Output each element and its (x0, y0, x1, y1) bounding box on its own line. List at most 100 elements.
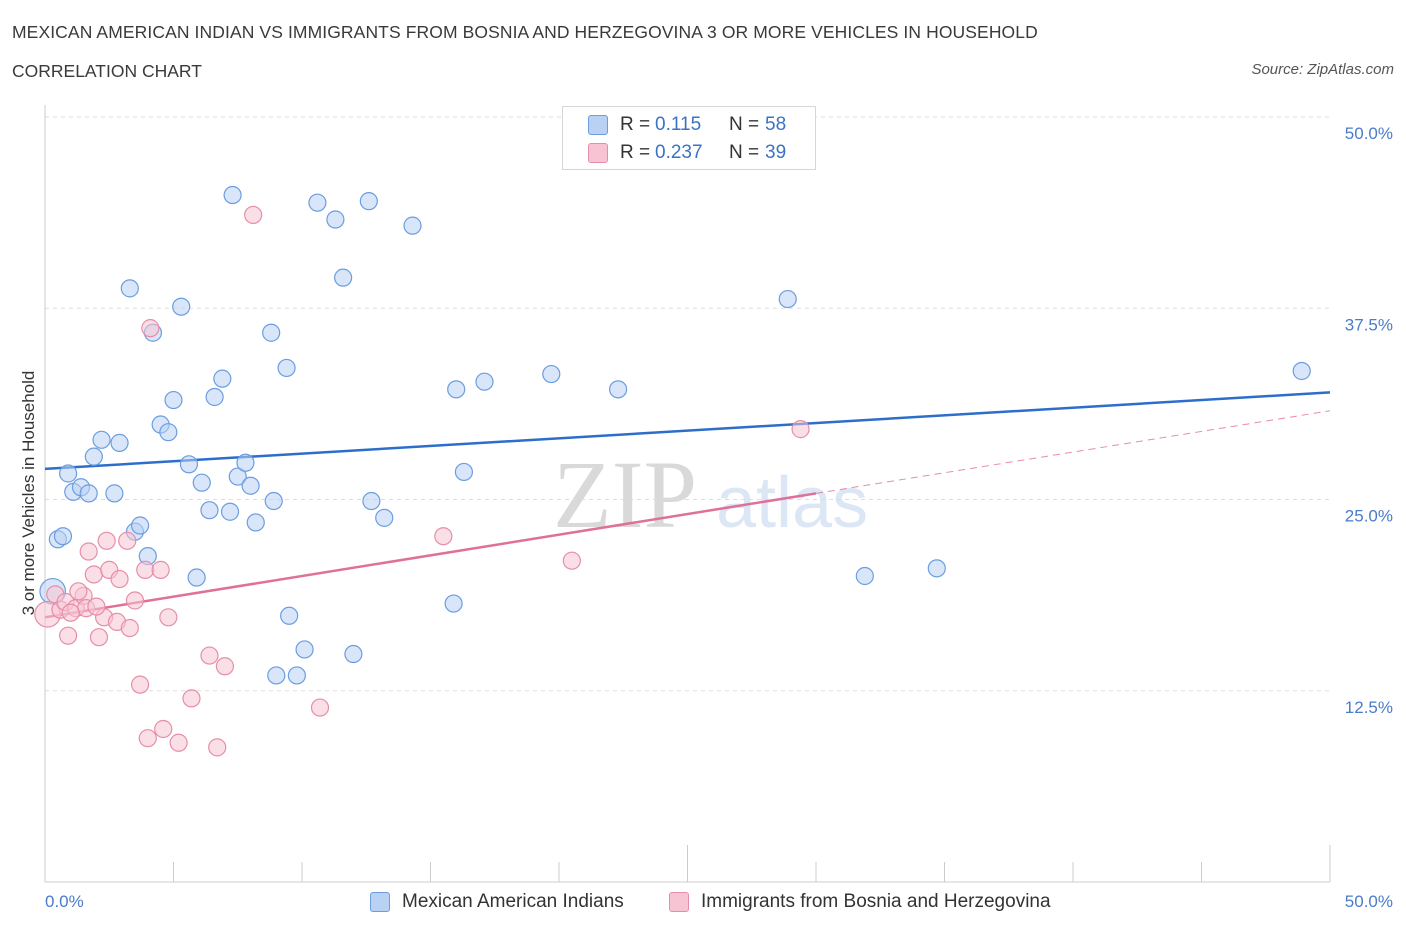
watermark-atlas: atlas (716, 463, 868, 543)
data-point-bosnia-herzegovina (130, 675, 150, 694)
data-point-mexican-american-indians (187, 568, 206, 587)
data-point-mexican-american-indians (159, 423, 178, 442)
data-point-bosnia-herzegovina (138, 729, 157, 748)
data-point-mexican-american-indians (287, 666, 306, 685)
data-point-bosnia-herzegovina (59, 626, 78, 645)
data-point-bosnia-herzegovina (79, 542, 98, 561)
r-label: R = (620, 142, 651, 163)
source-credit: Source: ZipAtlas.com (1251, 61, 1394, 78)
data-point-bosnia-herzegovina (169, 733, 188, 752)
data-point-mexican-american-indians (236, 453, 255, 472)
data-point-mexican-american-indians (164, 390, 183, 410)
trend-line-pink-projection (815, 410, 1331, 494)
data-point-mexican-american-indians (1292, 361, 1311, 381)
data-point-bosnia-herzegovina (154, 719, 173, 739)
data-point-bosnia-herzegovina (61, 603, 80, 622)
data-point-bosnia-herzegovina (87, 597, 106, 616)
data-point-bosnia-herzegovina (151, 560, 170, 579)
data-point-bosnia-herzegovina (118, 531, 137, 550)
data-point-mexican-american-indians (308, 193, 327, 212)
n-label: N = (729, 114, 760, 135)
legend-row-pink: R = 0.237 N = 39 (563, 139, 813, 167)
data-point-mexican-american-indians (105, 484, 124, 503)
data-point-mexican-american-indians (927, 559, 946, 578)
axes (44, 105, 1331, 883)
data-point-mexican-american-indians (475, 372, 494, 391)
legend-swatch-blue (370, 892, 390, 912)
data-point-bosnia-herzegovina (215, 657, 234, 676)
data-point-mexican-american-indians (179, 455, 199, 474)
trend-line-pink (44, 492, 817, 619)
data-point-bosnia-herzegovina (84, 565, 103, 584)
data-point-mexican-american-indians (59, 464, 78, 483)
chart-subtitle: CORRELATION CHART (12, 61, 202, 81)
tick-labels: 0.0% 50.0% 12.5% 25.0% 37.5% 50.0% (45, 124, 1393, 911)
watermark-zip: ZIP (553, 441, 697, 548)
data-point-mexican-american-indians (246, 513, 265, 532)
legend-label: Mexican American Indians (402, 891, 624, 912)
data-point-mexican-american-indians (220, 502, 240, 521)
x-tick-label-min: 0.0% (45, 892, 84, 911)
chart-title: MEXICAN AMERICAN INDIAN VS IMMIGRANTS FR… (12, 22, 1038, 42)
data-point-mexican-american-indians (172, 297, 191, 316)
r-value: 0.115 (655, 114, 702, 135)
data-point-bosnia-herzegovina (69, 582, 88, 601)
data-point-mexican-american-indians (454, 462, 474, 482)
data-point-bosnia-herzegovina (159, 608, 178, 627)
data-point-bosnia-herzegovina (120, 618, 139, 638)
data-point-bosnia-herzegovina (89, 628, 109, 647)
data-point-bosnia-herzegovina (97, 531, 116, 550)
data-point-bosnia-herzegovina (434, 527, 453, 546)
data-point-bosnia-herzegovina (136, 560, 155, 579)
data-point-mexican-american-indians (92, 430, 111, 449)
data-point-bosnia-herzegovina (562, 551, 581, 570)
data-point-mexican-american-indians (447, 380, 466, 399)
r-label: R = (620, 114, 651, 135)
data-point-mexican-american-indians (609, 380, 628, 399)
data-point-bosnia-herzegovina (208, 738, 227, 757)
correlation-legend: R = 0.115 N = 58 R = 0.237 N = 39 (562, 106, 816, 170)
data-point-bosnia-herzegovina (182, 689, 201, 708)
data-point-mexican-american-indians (855, 566, 874, 586)
data-point-mexican-american-indians (542, 364, 561, 384)
data-point-mexican-american-indians (267, 666, 286, 685)
data-point-mexican-american-indians (778, 289, 797, 309)
data-point-mexican-american-indians (344, 644, 363, 664)
data-point-mexican-american-indians (79, 484, 98, 503)
legend-label: Immigrants from Bosnia and Herzegovina (701, 891, 1051, 912)
data-point-mexican-american-indians (228, 467, 247, 486)
r-value: 0.237 (655, 142, 703, 163)
y-tick-label: 50.0% (1345, 124, 1393, 143)
data-point-mexican-american-indians (213, 369, 232, 388)
legend-swatch-blue (588, 115, 608, 135)
legend-swatch-pink (588, 143, 608, 163)
trend-line-blue (44, 391, 1331, 471)
data-point-mexican-american-indians (120, 279, 139, 298)
data-point-bosnia-herzegovina (110, 569, 129, 589)
data-point-mexican-american-indians (241, 476, 260, 495)
data-point-mexican-american-indians (334, 268, 353, 287)
n-value: 39 (765, 142, 787, 163)
series-legend: Mexican American Indians Immigrants from… (0, 889, 1406, 917)
data-point-bosnia-herzegovina (791, 420, 810, 439)
y-axis-label: 3 or more Vehicles in Household (19, 371, 38, 616)
data-point-mexican-american-indians (130, 516, 150, 535)
data-point-bosnia-herzegovina (200, 646, 219, 665)
y-tick-label: 25.0% (1345, 507, 1393, 526)
n-value: 58 (765, 114, 787, 135)
data-point-mexican-american-indians (110, 433, 129, 452)
n-label: N = (729, 142, 760, 163)
data-point-bosnia-herzegovina (310, 698, 330, 717)
data-point-bosnia-herzegovina (244, 205, 263, 225)
data-point-mexican-american-indians (200, 501, 219, 520)
watermark: ZIP atlas (553, 441, 868, 548)
data-point-mexican-american-indians (326, 210, 345, 229)
data-point-mexican-american-indians (264, 491, 283, 511)
data-points (34, 185, 1311, 757)
data-point-mexican-american-indians (53, 527, 73, 546)
data-point-mexican-american-indians (403, 216, 422, 235)
y-tick-label: 12.5% (1345, 698, 1393, 717)
data-point-mexican-american-indians (277, 358, 296, 378)
legend-swatch-pink (669, 892, 689, 912)
